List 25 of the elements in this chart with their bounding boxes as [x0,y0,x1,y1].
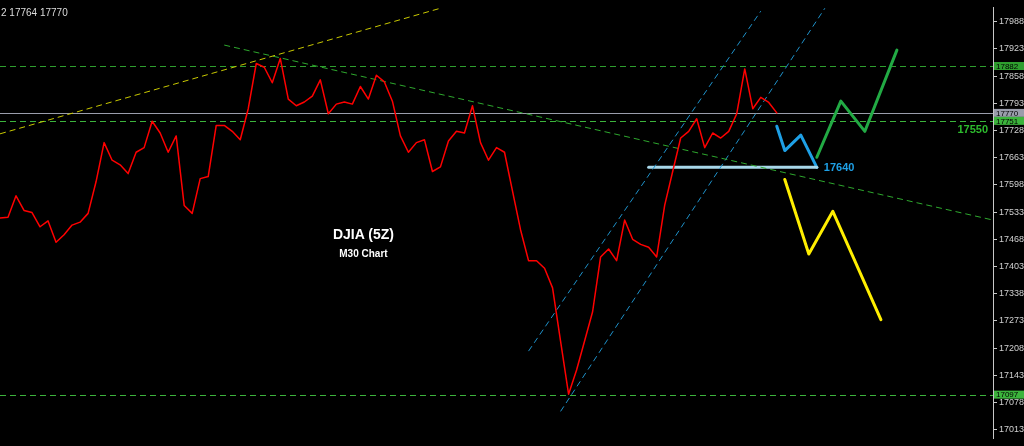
y-tick-label: 17923 [999,43,1024,54]
y-tick-label: 17338 [999,288,1024,299]
annotation: 17550 [957,123,988,136]
y-tick-label: 17858 [999,70,1024,81]
y-tick-label: 17793 [999,97,1024,108]
text: DJIA (5Z) [332,225,394,242]
y-tick-label: 17468 [999,233,1024,244]
ref-line-label: 17770 [996,108,1019,118]
y-tick-label: 17663 [999,152,1024,163]
y-tick-label: 17078 [999,397,1024,408]
text: M30 Chart [339,248,389,260]
ref-line-label: 17097 [996,390,1019,400]
y-tick-label: 17273 [999,315,1024,326]
y-tick-label: 17598 [999,179,1024,190]
y-tick-label: 17013 [999,424,1024,435]
series-label: 17640 [823,161,855,174]
y-tick-label: 17533 [999,206,1024,217]
y-tick-label: 17988 [999,16,1024,27]
y-tick-label: 17143 [999,369,1024,380]
y-tick-label: 17403 [999,261,1024,272]
y-tick-label: 17208 [999,342,1024,353]
annotation: 2 17764 17770 [1,7,69,19]
y-tick-label: 17728 [999,124,1024,135]
ref-line-label: 17882 [996,61,1019,71]
ref-line-label: 17751 [996,116,1019,126]
